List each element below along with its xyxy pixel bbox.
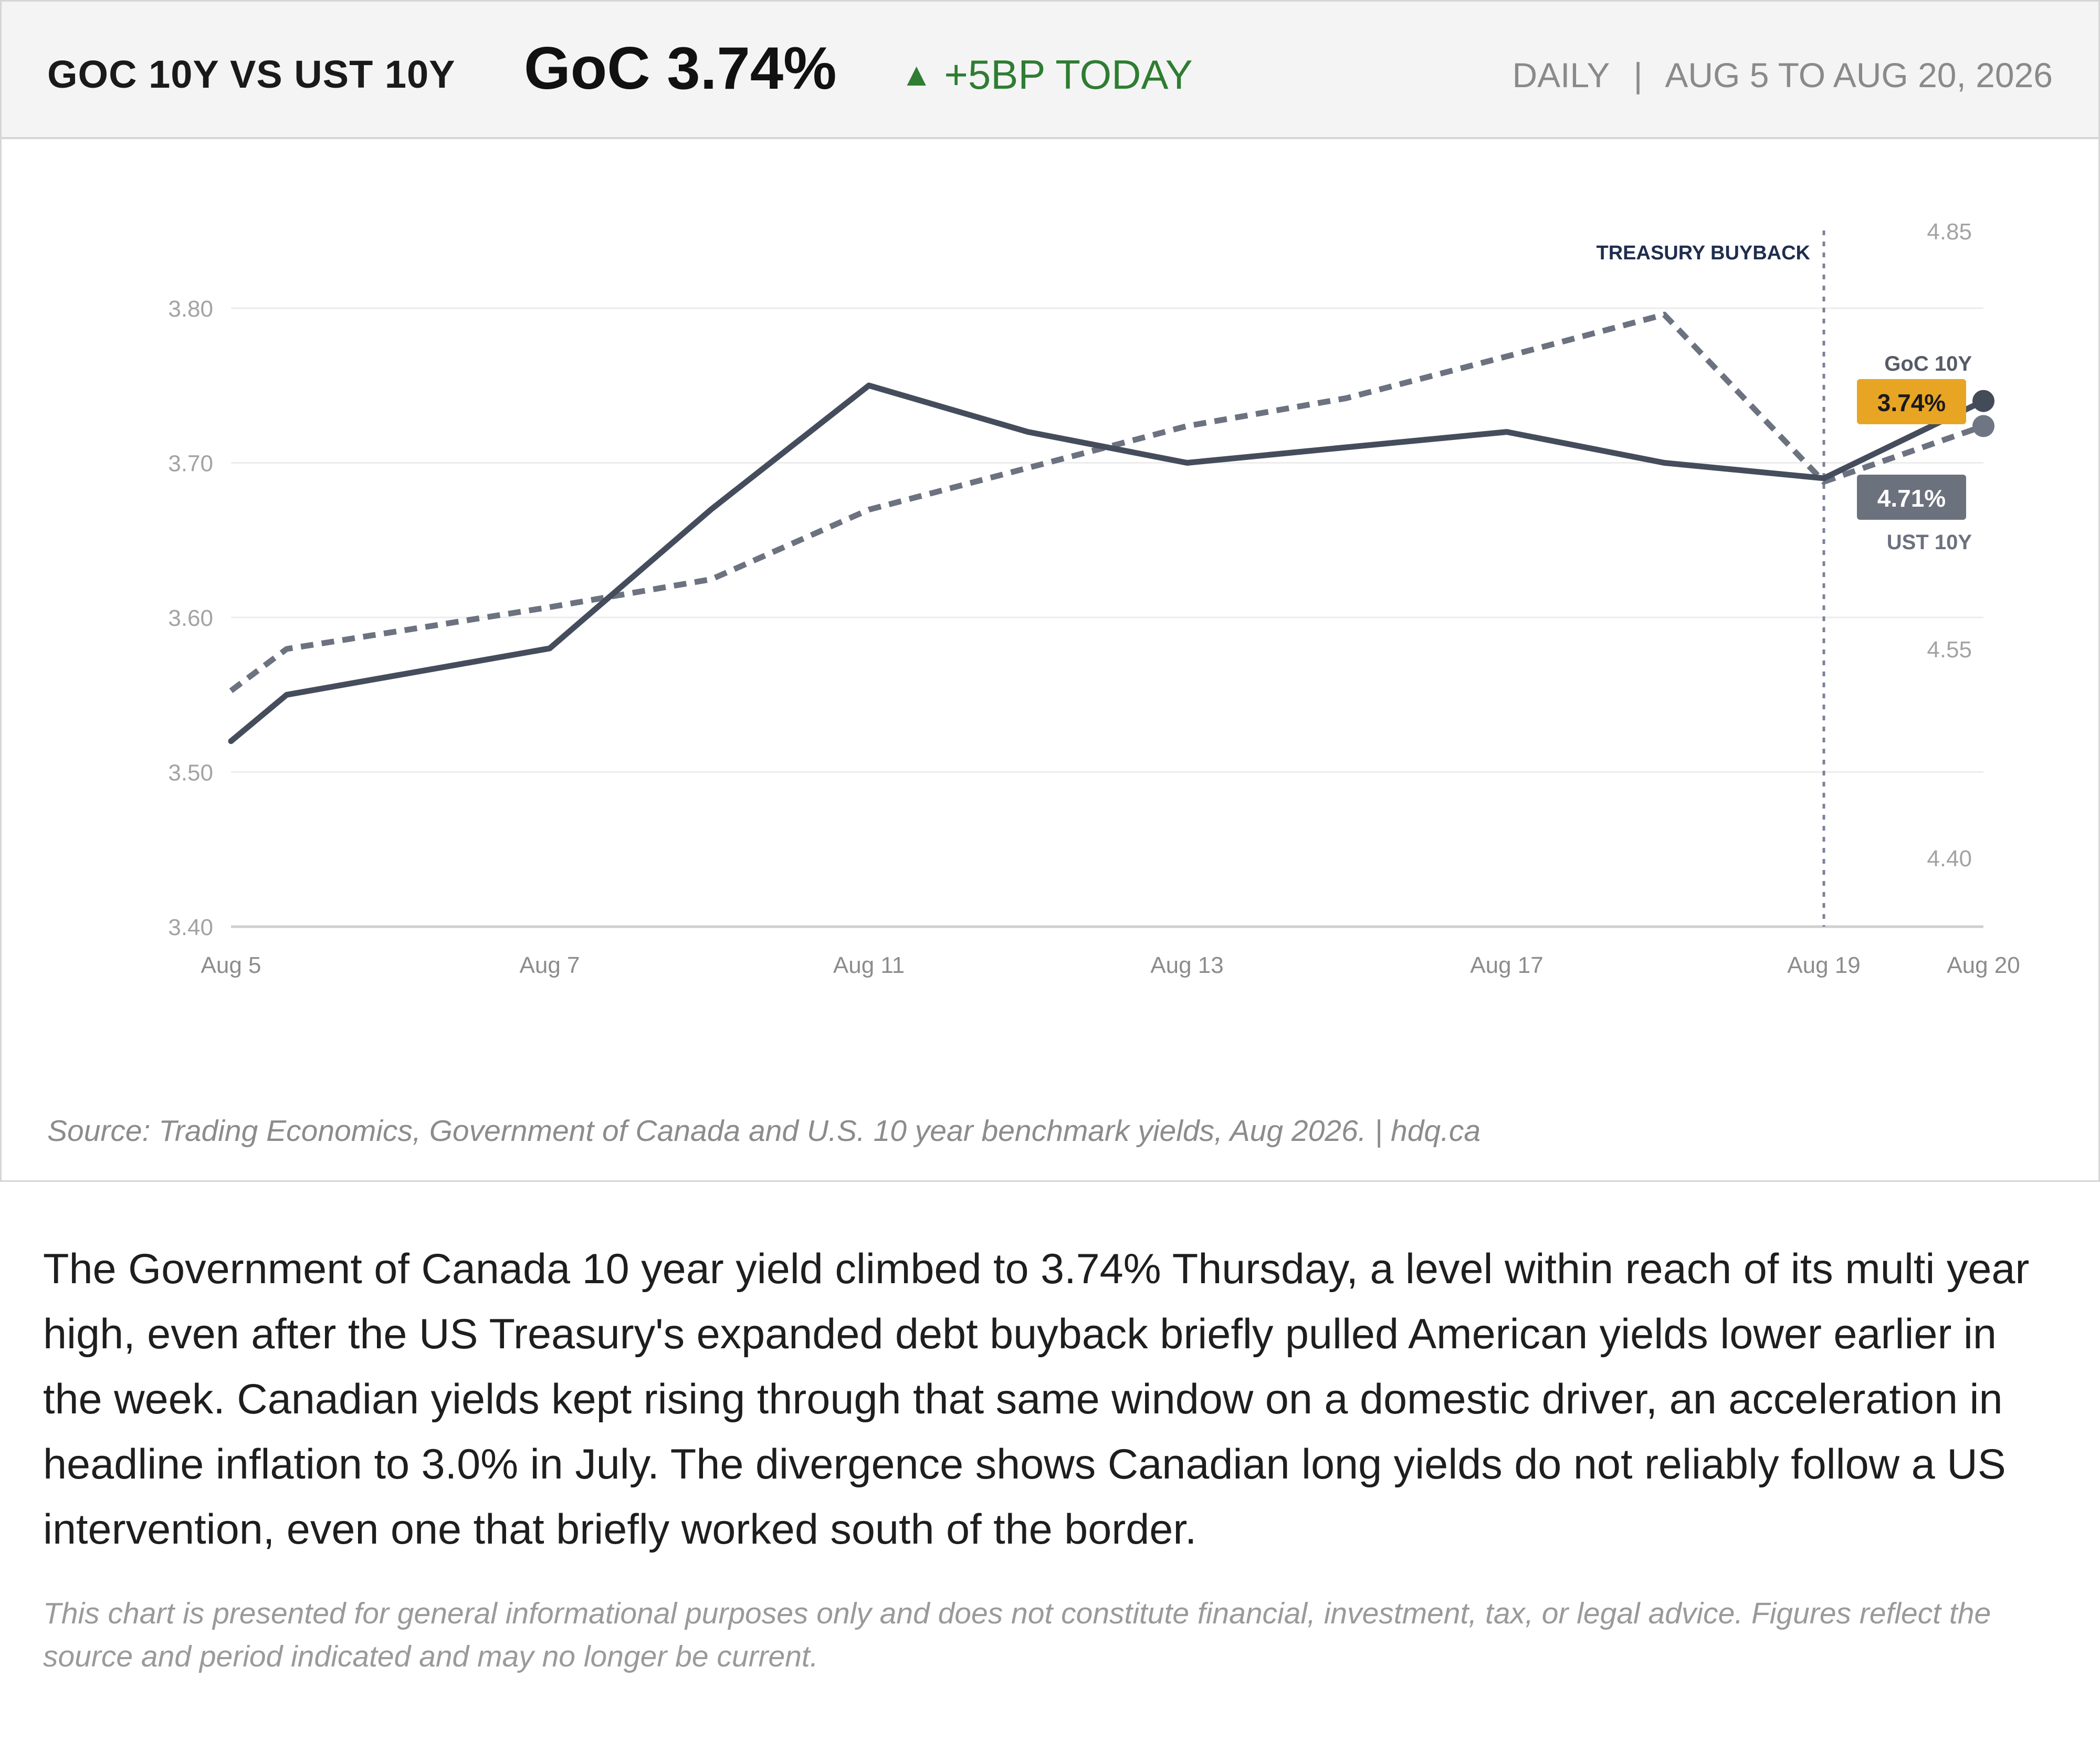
y-left-tick-label: 3.50	[168, 760, 213, 786]
chart-card: GOC 10Y VS UST 10Y GoC 3.74% ▲ +5BP TODAY…	[0, 0, 2100, 1182]
yield-chart: 3.80 3.70 3.60 3.50 3.40 4.85 4.55 4.40 Aug 5 Aug…	[168, 219, 2020, 978]
commentary-paragraph: The Government of Canada 10 year yield c…	[43, 1245, 2030, 1553]
y-left-tick-label: 3.60	[168, 605, 213, 631]
goc-value-badge-text: 3.74%	[1877, 389, 1946, 416]
ust-value-badge-text: 4.71%	[1877, 485, 1946, 512]
period-separator: |	[1633, 56, 1643, 95]
y-left-tick-label: 3.80	[168, 296, 213, 322]
chart-title: GOC 10Y VS UST 10Y	[47, 53, 456, 96]
x-tick-label: Aug 11	[833, 952, 905, 978]
disclaimer-text: This chart is presented for general info…	[43, 1597, 1991, 1673]
goc-10y-end-point	[1972, 390, 1994, 412]
ust-10y-end-point	[1972, 415, 1994, 437]
up-arrow-icon: ▲	[900, 57, 933, 93]
buyback-annotation-label: TREASURY BUYBACK	[1597, 242, 1811, 264]
goc-series-label: GoC 10Y	[1884, 352, 1972, 375]
period-info: DAILY | AUG 5 TO AUG 20, 2026	[1512, 55, 2053, 95]
goc-value-badge	[1857, 379, 1966, 424]
ust-value-badge	[1857, 475, 1966, 520]
headline-yield: GoC 3.74%	[524, 35, 837, 102]
period-range: AUG 5 TO AUG 20, 2026	[1665, 56, 2053, 95]
y-right-tick-label: 4.85	[1927, 219, 1972, 245]
source-note: Source: Trading Economics, Government of…	[47, 1114, 1481, 1148]
x-tick-label: Aug 20	[1947, 952, 2020, 978]
period-label: DAILY	[1512, 56, 1610, 95]
daily-change: ▲ +5BP TODAY	[900, 51, 1193, 99]
x-tick-label: Aug 7	[520, 952, 580, 978]
x-tick-label: Aug 19	[1787, 952, 1860, 978]
y-right-tick-label: 4.55	[1927, 637, 1972, 663]
x-tick-label: Aug 5	[201, 952, 261, 978]
x-tick-label: Aug 17	[1470, 952, 1543, 978]
ust-series-label: UST 10Y	[1887, 531, 1972, 554]
y-right-tick-label: 4.40	[1927, 846, 1972, 872]
y-left-tick-label: 3.70	[168, 451, 213, 477]
goc-10y-line	[228, 382, 1987, 745]
x-tick-label: Aug 13	[1150, 952, 1223, 978]
daily-change-text: +5BP TODAY	[944, 51, 1193, 98]
ust-10y-line	[229, 311, 1984, 693]
y-left-tick-label: 3.40	[168, 915, 213, 940]
chart-header: GOC 10Y VS UST 10Y GoC 3.74% ▲ +5BP TODAY…	[2, 2, 2098, 139]
